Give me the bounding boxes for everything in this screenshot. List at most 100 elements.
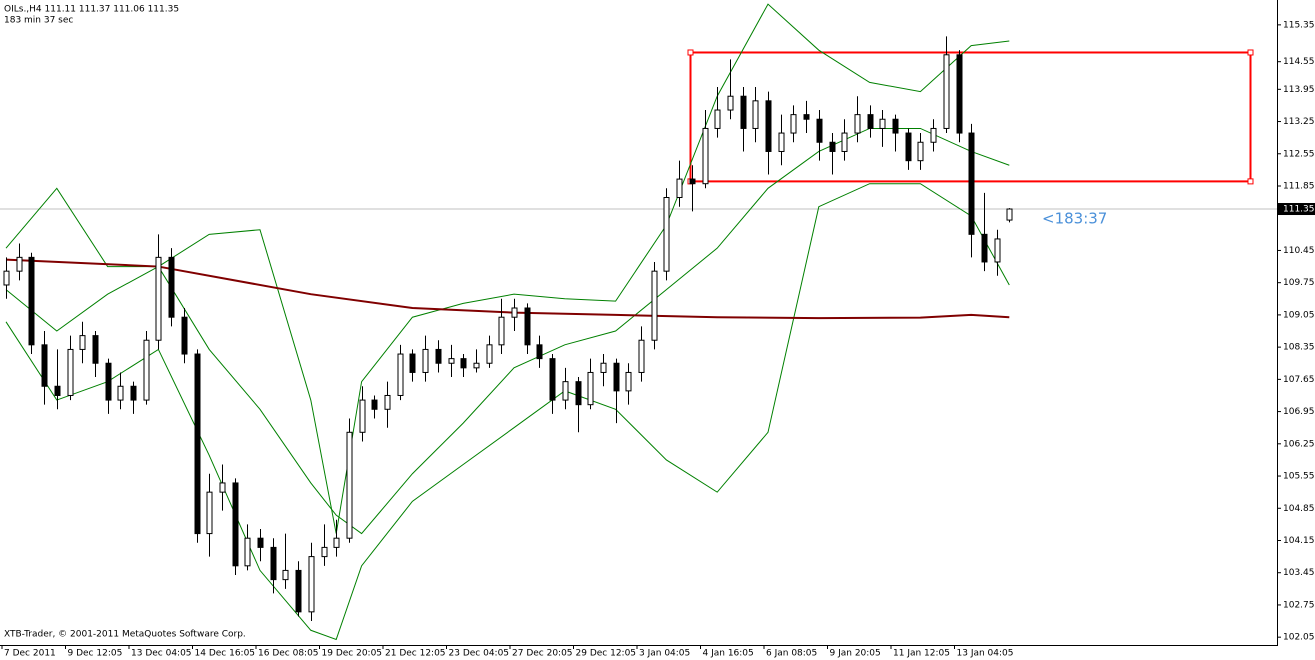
candle-body	[663, 197, 670, 272]
candle-body	[600, 362, 607, 373]
candle-body	[206, 491, 213, 535]
candle-body	[917, 141, 924, 162]
candle-body	[117, 385, 124, 401]
indicator-line	[5, 183, 1010, 641]
y-tick-label: 113.25	[1283, 117, 1315, 127]
candle-body	[79, 335, 86, 350]
candle-body	[752, 100, 759, 129]
candle-body	[727, 95, 734, 111]
x-tick-label: 16 Dec 08:05	[258, 649, 319, 659]
candle-body	[524, 307, 531, 346]
candle-body	[689, 178, 696, 185]
y-tick-label: 104.15	[1283, 536, 1315, 546]
candle-body	[321, 546, 328, 558]
candle-body	[790, 114, 797, 134]
y-tick-label: 105.55	[1283, 472, 1315, 482]
candle-body	[562, 381, 569, 401]
y-tick-label: 108.35	[1283, 343, 1315, 353]
candle-body	[587, 371, 594, 406]
candle-body	[282, 569, 289, 581]
candle-body	[486, 344, 493, 364]
candle-body	[956, 54, 963, 134]
candle-body	[968, 132, 975, 235]
candle-body	[536, 344, 543, 360]
candle-body	[879, 118, 886, 129]
x-tick-label: 19 Dec 20:05	[322, 649, 383, 659]
y-tick-label: 109.75	[1283, 278, 1315, 288]
x-tick-label: 14 Dec 16:05	[195, 649, 256, 659]
candle-body	[778, 132, 785, 152]
candle-body	[575, 381, 582, 406]
x-tick-label: 29 Dec 12:05	[576, 649, 637, 659]
candle-body	[232, 482, 239, 567]
box-handle	[1247, 49, 1254, 56]
candle-body	[422, 348, 429, 373]
candle-body	[549, 358, 556, 401]
candle-body	[130, 385, 137, 401]
y-tick-label: 106.95	[1283, 407, 1315, 417]
candle-body	[740, 95, 747, 129]
y-tick-label: 115.35	[1283, 20, 1315, 30]
x-tick-label: 23 Dec 04:05	[449, 649, 510, 659]
candle-body	[511, 307, 518, 318]
x-tick-label: 27 Dec 20:05	[512, 649, 573, 659]
candle-body	[930, 127, 937, 143]
x-tick-label: 4 Jan 16:05	[703, 649, 754, 659]
candle-body	[613, 362, 620, 392]
x-tick-label: 13 Dec 04:05	[131, 649, 192, 659]
candle-body	[498, 316, 505, 346]
indicator-line	[5, 3, 1010, 534]
indicator-line	[5, 258, 1010, 320]
candle-body	[28, 256, 35, 346]
candle-body	[3, 270, 10, 286]
y-tick-label: 104.85	[1283, 504, 1315, 514]
candle-body	[257, 537, 264, 548]
candle-body	[473, 362, 480, 369]
y-tick-label: 102.05	[1283, 633, 1315, 643]
symbol-line: OILs.,H4 111.11 111.37 111.06 111.35	[4, 5, 179, 15]
candle-body	[308, 556, 315, 613]
candle-body	[651, 270, 658, 341]
last-price-box	[1278, 203, 1315, 216]
candle-body	[16, 256, 23, 272]
candle-body	[244, 537, 251, 567]
candle-body	[625, 371, 632, 392]
y-tick-label: 110.45	[1283, 246, 1315, 256]
y-tick-label: 114.55	[1283, 57, 1315, 67]
bar-timer: <183:37	[1042, 210, 1107, 228]
candle-body	[143, 339, 150, 401]
candle-body	[905, 132, 912, 162]
candle-body	[714, 109, 721, 129]
candle-body	[448, 358, 455, 364]
candle-body	[219, 482, 226, 493]
y-tick-label: 109.05	[1283, 310, 1315, 320]
candle-body	[981, 233, 988, 263]
candle-body	[638, 339, 645, 373]
candle-body	[54, 385, 61, 396]
candle-body	[168, 256, 175, 318]
timer-line: 183 min 37 sec	[4, 16, 73, 26]
candle-body	[92, 335, 99, 364]
y-tick-label: 102.75	[1283, 600, 1315, 610]
last-price-label: 111.35	[1283, 205, 1315, 215]
candle-body	[270, 546, 277, 581]
candle-body	[867, 114, 874, 129]
candle-body	[359, 399, 366, 433]
candle-body	[765, 100, 772, 152]
candle-body	[181, 316, 188, 355]
x-tick-label: 9 Dec 12:05	[68, 649, 123, 659]
candle-body	[155, 256, 162, 341]
x-tick-label: 13 Jan 04:05	[957, 649, 1014, 659]
x-tick-label: 3 Jan 04:05	[639, 649, 690, 659]
candle-body	[371, 399, 378, 410]
candle-body	[384, 394, 391, 410]
x-tick-label: 11 Jan 12:05	[893, 649, 950, 659]
candle-body	[194, 353, 201, 535]
x-tick-label: 9 Jan 20:05	[830, 649, 881, 659]
box-handle	[687, 49, 694, 56]
candle-body	[435, 348, 442, 364]
candle-body	[892, 118, 899, 134]
x-tick-label: 7 Dec 2011	[4, 649, 56, 659]
candle-body	[994, 238, 1001, 263]
